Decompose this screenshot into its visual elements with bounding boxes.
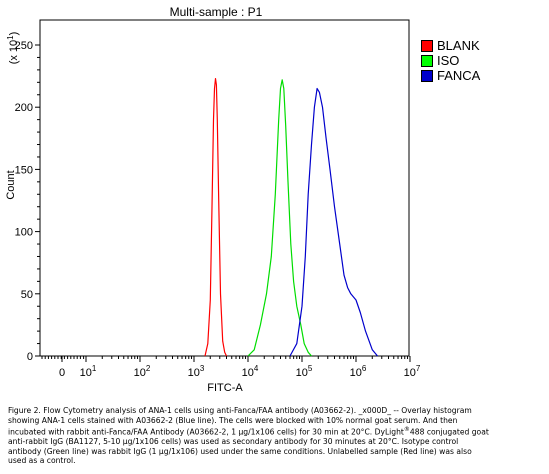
y-tick-label: 250: [15, 40, 33, 52]
caption-line: incubated with rabbit anti-Fanca/FAA Ant…: [8, 426, 489, 437]
legend-item-blank: BLANK: [421, 38, 480, 53]
series-line-blank: [204, 77, 228, 357]
legend: BLANK ISO FANCA: [421, 38, 480, 83]
caption-line: showing ANA-1 cells stained with A03662-…: [8, 415, 458, 425]
x-tick-label: 0: [59, 367, 65, 379]
x-axis: 0 101 102 103 104 105 106 107: [41, 356, 421, 379]
legend-swatch-iso: [421, 54, 433, 67]
flow-cytometry-histogram: Multi-sample : P1 0 50 100 150 200 250 0 101 10…: [5, 5, 421, 394]
y-multiplier-label: (x 101): [6, 32, 20, 65]
y-tick-label: 0: [27, 351, 33, 363]
x-axis-label: FITC-A: [207, 382, 243, 394]
figure-caption: Figure 2. Flow Cytometry analysis of ANA…: [8, 406, 544, 466]
series-line-iso: [247, 79, 312, 357]
legend-swatch-blank: [421, 39, 433, 52]
x-tick-label: 103: [188, 364, 205, 379]
legend-swatch-fanca: [421, 69, 433, 82]
x-tick-label: 105: [296, 364, 313, 379]
legend-label-blank: BLANK: [437, 38, 480, 53]
x-tick-label: 102: [134, 364, 151, 379]
series-line-fanca: [289, 87, 378, 357]
caption-line: antibody (Green line) was rabbit IgG (1 …: [8, 446, 472, 456]
y-axis: 0 50 100 150 200 250: [15, 40, 40, 363]
legend-label-fanca: FANCA: [437, 68, 481, 83]
chart-title: Multi-sample : P1: [170, 5, 263, 19]
legend-item-iso: ISO: [421, 53, 480, 68]
series-layer: [204, 77, 378, 357]
x-tick-label: 104: [242, 364, 259, 379]
x-tick-label: 107: [404, 364, 421, 379]
caption-line: Figure 2. Flow Cytometry analysis of ANA…: [8, 406, 472, 415]
x-tick-label: 106: [350, 364, 367, 379]
caption-line: anti-rabbit IgG (BA1127, 5-10 μg/1x106 c…: [8, 437, 459, 447]
x-tick-label: 101: [80, 364, 97, 379]
y-tick-label: 50: [21, 289, 33, 301]
caption-line: used as a control.: [8, 456, 76, 466]
y-tick-label: 200: [15, 102, 33, 114]
legend-item-fanca: FANCA: [421, 68, 480, 83]
y-tick-label: 150: [15, 164, 33, 176]
y-tick-label: 100: [15, 227, 33, 239]
y-axis-label: Count: [5, 170, 17, 199]
legend-label-iso: ISO: [437, 53, 460, 68]
plot-frame: [39, 19, 410, 357]
